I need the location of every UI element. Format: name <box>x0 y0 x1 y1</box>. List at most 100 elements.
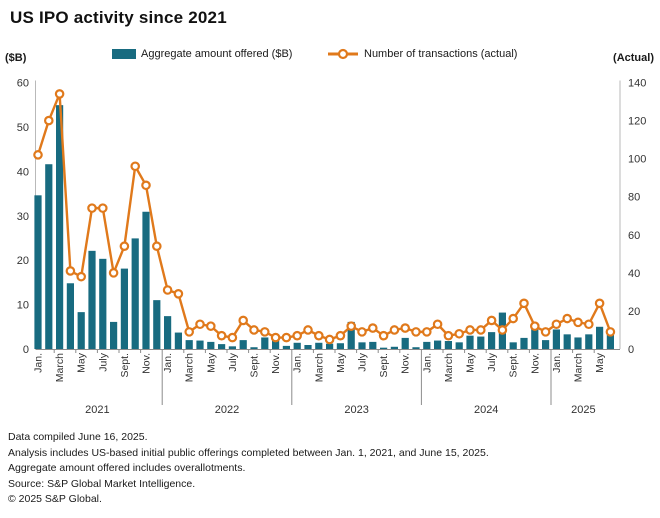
left-axis-tick-label: 50 <box>17 122 29 134</box>
line-marker <box>76 271 87 282</box>
bar-series-swatch-icon <box>112 49 136 59</box>
line-marker <box>130 161 141 172</box>
month-tick-label: Jan. <box>33 353 45 373</box>
legend-item-bars: Aggregate amount offered ($B) <box>112 44 292 64</box>
line-marker <box>475 325 486 335</box>
left-axis-tick-label: 0 <box>23 344 29 356</box>
month-tick-label: May <box>594 352 606 373</box>
month-tick-label: May <box>76 352 88 373</box>
line-marker <box>292 330 303 341</box>
line-marker <box>54 89 65 99</box>
right-axis-tick-label: 120 <box>628 116 646 128</box>
chart-footnotes: Data compiled June 16, 2025. Analysis in… <box>8 430 489 508</box>
bar <box>585 334 593 349</box>
bar <box>477 336 485 349</box>
bar <box>509 342 517 349</box>
month-tick-label: Sept. <box>378 353 390 378</box>
month-tick-label: Sept. <box>249 353 261 378</box>
line-marker <box>562 313 573 324</box>
bar <box>196 340 204 349</box>
month-tick-label: May <box>465 352 477 373</box>
bar <box>304 345 312 349</box>
line-marker <box>259 327 270 337</box>
line-marker <box>454 328 465 339</box>
line-marker <box>281 332 292 343</box>
line-marker <box>227 332 238 343</box>
line-marker <box>594 298 605 309</box>
year-label: 2025 <box>571 404 595 416</box>
line-marker <box>108 268 119 278</box>
line-marker <box>367 323 378 333</box>
month-tick-label: July <box>227 352 239 371</box>
line-marker <box>465 325 475 335</box>
bar <box>380 347 388 349</box>
line-marker <box>195 319 205 330</box>
left-axis-tick-label: 60 <box>17 78 29 90</box>
legend-item-line: Number of transactions (actual) <box>327 44 517 64</box>
month-tick-label: March <box>313 353 325 382</box>
line-marker <box>605 327 616 337</box>
month-tick-label: Sept. <box>119 353 131 378</box>
bar <box>542 340 550 349</box>
legend-line-label: Number of transactions (actual) <box>364 48 518 60</box>
line-marker <box>443 330 454 341</box>
right-axis-unit-label: (Actual) <box>613 52 654 64</box>
bar <box>250 347 258 349</box>
month-tick-label: July <box>97 352 109 371</box>
left-axis-tick-label: 10 <box>17 300 29 312</box>
bar <box>455 342 463 349</box>
month-tick-label: Nov. <box>400 353 412 374</box>
bar <box>142 211 150 349</box>
month-tick-label: Nov. <box>270 353 282 374</box>
line-marker <box>400 323 411 333</box>
bar <box>293 342 301 349</box>
month-tick-label: Nov. <box>141 353 153 374</box>
bar <box>218 344 226 349</box>
bar <box>596 326 604 349</box>
bar <box>369 341 377 349</box>
bar <box>412 347 420 349</box>
bar <box>272 336 280 349</box>
page-title: US IPO activity since 2021 <box>10 8 227 27</box>
bar <box>606 331 614 349</box>
line-series-marker-icon <box>328 48 358 60</box>
line-marker <box>65 266 76 276</box>
year-label: 2021 <box>85 404 109 416</box>
bar <box>66 283 74 349</box>
year-label: 2024 <box>474 404 498 416</box>
bar <box>423 341 431 349</box>
bar <box>466 335 474 349</box>
bar <box>531 324 539 349</box>
month-tick-label: March <box>184 353 196 382</box>
month-tick-label: July <box>486 352 498 371</box>
month-tick-label: May <box>335 352 347 373</box>
bar <box>390 346 398 349</box>
right-axis-tick-label: 20 <box>628 306 640 318</box>
line-marker <box>313 330 324 341</box>
year-label: 2023 <box>344 404 368 416</box>
line-marker <box>357 327 367 337</box>
bar <box>574 337 582 349</box>
bar <box>444 341 452 349</box>
left-axis-tick-label: 40 <box>17 166 29 178</box>
bar <box>401 337 409 349</box>
bar <box>131 238 139 349</box>
month-tick-label: March <box>443 353 455 382</box>
line-marker <box>162 285 173 295</box>
line-marker <box>346 321 357 331</box>
line-marker <box>540 327 551 337</box>
bar <box>153 300 161 349</box>
bar <box>228 346 236 349</box>
line-marker <box>43 115 54 126</box>
line-marker <box>573 317 583 328</box>
bar <box>347 321 355 349</box>
line-marker <box>206 321 216 331</box>
month-tick-label: Jan. <box>551 353 563 373</box>
line-marker <box>152 241 162 252</box>
line-marker <box>551 319 562 330</box>
line-marker <box>249 325 259 335</box>
month-tick-label: March <box>54 353 66 382</box>
left-axis-tick-label: 20 <box>17 255 29 267</box>
bar <box>185 340 193 349</box>
line-marker <box>238 315 249 326</box>
